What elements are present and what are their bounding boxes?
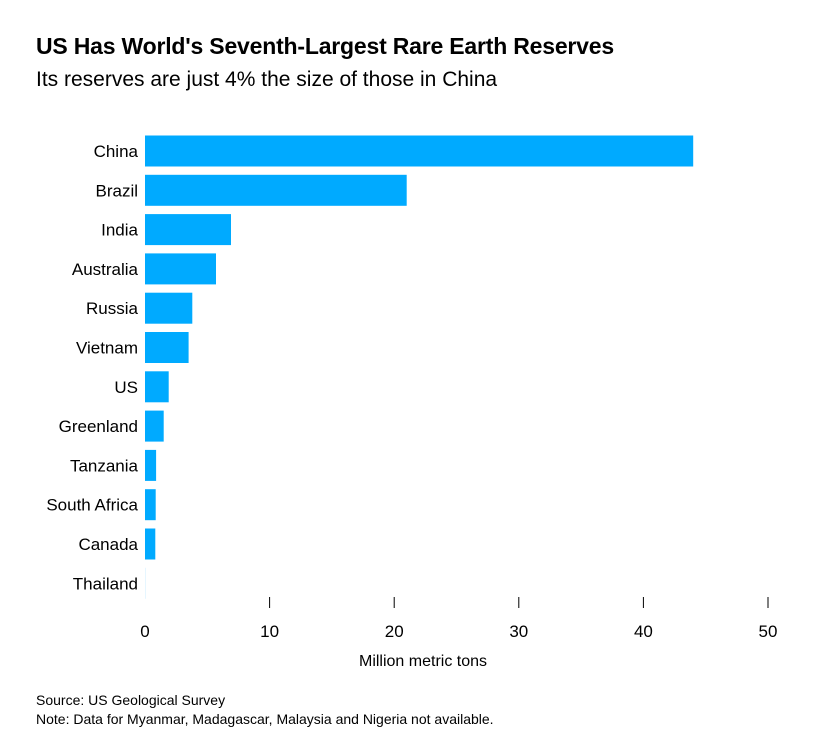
x-tick-label-50: 50	[759, 622, 778, 641]
category-labels-group: China Brazil India Australia Russia Vietnam US…	[46, 142, 138, 593]
x-axis-label: Million metric tons	[359, 653, 487, 670]
x-tick-label-10: 10	[260, 622, 279, 641]
category-label-brazil: Brazil	[95, 181, 138, 200]
x-tick-label-30: 30	[509, 622, 528, 641]
bar-brazil	[145, 174, 407, 206]
category-label-thailand: Thailand	[73, 574, 138, 593]
bar-vietnam	[145, 332, 189, 363]
x-tick-label-20: 20	[385, 622, 404, 641]
bar-canada	[145, 528, 156, 560]
bar-australia	[145, 253, 216, 285]
bar-us	[145, 371, 169, 403]
category-label-canada: Canada	[78, 535, 138, 554]
x-axis-ticks-group	[269, 597, 769, 608]
bar-india	[145, 214, 231, 246]
x-tick-label-40: 40	[634, 622, 653, 641]
x-tick-label-0: 0	[140, 622, 149, 641]
category-label-greenland: Greenland	[59, 417, 138, 436]
bar-china	[145, 135, 694, 167]
bars-group	[145, 135, 694, 599]
bar-greenland	[145, 410, 164, 442]
bar-south-africa	[145, 489, 156, 521]
category-label-india: India	[101, 221, 138, 240]
category-label-us: US	[114, 378, 138, 397]
chart-title: US Has World's Seventh-Largest Rare Eart…	[36, 33, 614, 59]
x-axis-tick-labels-group: 0 10 20 30 40 50	[140, 622, 777, 641]
bar-russia	[145, 292, 193, 324]
bar-tanzania	[145, 449, 157, 481]
category-label-russia: Russia	[86, 299, 139, 318]
category-label-vietnam: Vietnam	[76, 339, 138, 358]
category-label-australia: Australia	[72, 260, 139, 279]
chart-subtitle: Its reserves are just 4% the size of tho…	[36, 68, 498, 91]
category-label-south-africa: South Africa	[46, 496, 138, 515]
category-label-tanzania: Tanzania	[70, 456, 139, 475]
footnote: Note: Data for Myanmar, Madagascar, Mala…	[36, 711, 494, 727]
category-label-china: China	[94, 142, 139, 161]
source-note: Source: US Geological Survey	[36, 692, 226, 708]
